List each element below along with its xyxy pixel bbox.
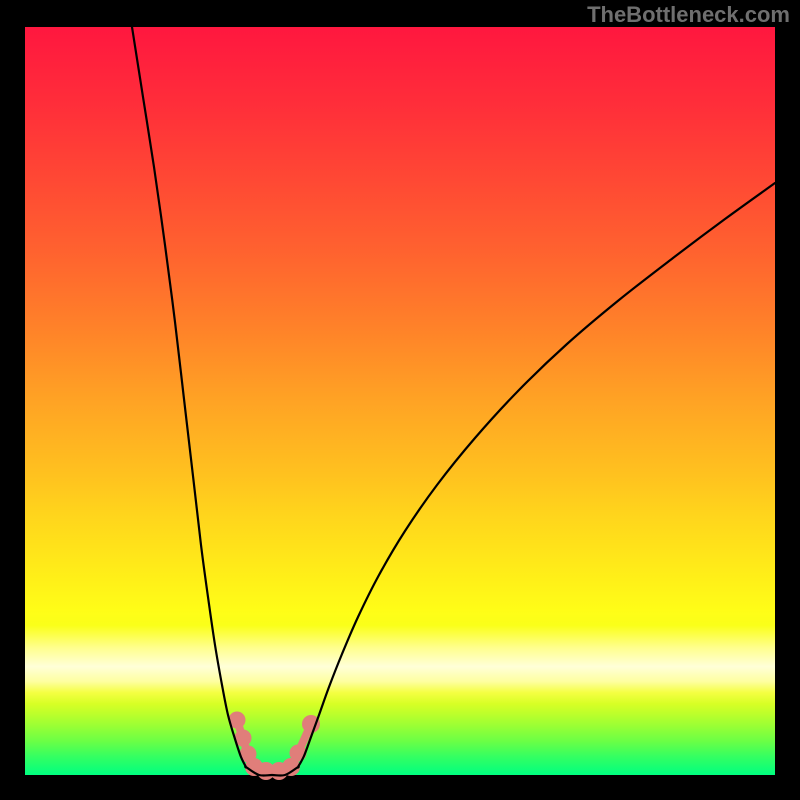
curve-layer bbox=[25, 27, 775, 775]
watermark-text: TheBottleneck.com bbox=[587, 2, 790, 28]
plot-area bbox=[25, 27, 775, 775]
necklace-beads bbox=[229, 712, 321, 781]
necklace-bead bbox=[290, 745, 307, 762]
bottleneck-curve bbox=[132, 27, 775, 776]
chart-stage: TheBottleneck.com bbox=[0, 0, 800, 800]
